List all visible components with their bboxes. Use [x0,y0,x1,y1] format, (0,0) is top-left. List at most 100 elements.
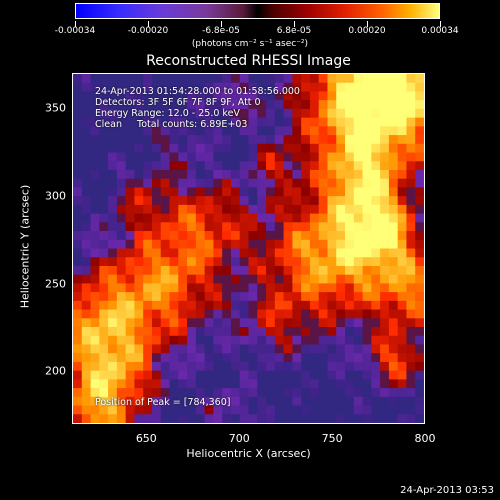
heatmap-cell [397,274,408,284]
heatmap-cell [274,161,285,171]
heatmap-cell [99,257,109,267]
heatmap-cell [108,169,118,180]
heatmap-cell [301,178,311,189]
heatmap-cell [151,318,162,328]
heatmap-cell [257,379,267,389]
heatmap-cell [327,231,337,241]
heatmap-cell [213,388,223,398]
heatmap-cell [116,161,127,171]
heatmap-cell [309,213,320,223]
heatmap-cell [116,213,127,223]
heatmap-cell [213,117,223,127]
heatmap-cell [134,388,144,398]
heatmap-cell [73,187,83,197]
heatmap-cell [345,117,355,127]
heatmap-cell [239,379,250,389]
heatmap-cell [90,135,100,145]
heatmap-cell [371,344,381,354]
heatmap-cell [73,143,83,154]
heatmap-cell [239,309,250,319]
heatmap-cell [327,388,337,398]
heatmap-cell [353,274,364,284]
heatmap-cell [353,292,364,302]
heatmap-cell [143,405,153,415]
heatmap-cell [195,187,206,197]
heatmap-cell [362,283,372,293]
heatmap-cell [90,370,100,380]
heatmap-cell [143,126,153,136]
heatmap-cell [257,187,267,197]
heatmap-cell [169,82,179,93]
heatmap-cell [108,178,118,189]
heatmap-cell [239,292,250,302]
heatmap-cell [99,143,109,154]
heatmap-cell [266,143,276,154]
heatmap-cell [116,292,127,302]
heatmap-cell [116,379,127,389]
heatmap-cell [257,283,267,293]
heatmap-cell [99,318,109,328]
heatmap-cell [73,292,83,302]
heatmap-cell [213,353,223,363]
heatmap-cell [222,196,232,206]
y-tick-label: 300 [45,189,66,203]
y-axis-label: Heliocentric Y (arcsec) [18,184,32,309]
heatmap-cell [257,370,267,380]
heatmap-cell [353,327,364,337]
heatmap-cell [397,361,408,372]
heatmap-cell [134,91,144,101]
heatmap-cell [187,292,197,302]
heatmap-cell [345,222,355,232]
heatmap-cell [230,344,241,354]
heatmap-cell [73,257,83,267]
heatmap-cell [345,135,355,145]
heatmap-cell [353,265,364,276]
heatmap-cell [415,361,424,372]
heatmap-cell [169,335,179,346]
heatmap-cell [406,74,416,84]
heatmap-cell [406,187,416,197]
heatmap-cell [415,204,424,215]
heatmap-cell [134,213,144,223]
heatmap-cell [151,74,162,84]
heatmap-cell [204,161,215,171]
heatmap-cell [239,396,250,407]
heatmap-cell [309,353,320,363]
heatmap-cell [274,100,285,110]
heatmap-cell [73,283,83,293]
heatmap-cell [257,169,267,180]
heatmap-cell [169,135,179,145]
heatmap-cell [222,370,232,380]
heatmap-cell [73,396,83,407]
heatmap-cell [230,204,241,215]
heatmap-cell [345,161,355,171]
heatmap-cell [257,152,267,162]
heatmap-cell [301,135,311,145]
heatmap-cell [283,222,293,232]
heatmap-cell [345,414,355,423]
heatmap-cell [327,178,337,189]
heatmap-cell [336,178,346,189]
heatmap-cell [169,396,179,407]
heatmap-cell [397,309,408,319]
heatmap-cell [362,213,372,223]
heatmap-cell [406,414,416,423]
heatmap-cell [283,405,293,415]
heatmap-cell [90,283,100,293]
heatmap-cell [230,187,241,197]
heatmap-cell [81,126,92,136]
heatmap-cell [345,265,355,276]
colorbar-tick [221,21,222,27]
heatmap-cell [388,239,399,250]
heatmap-cell [178,405,188,415]
heatmap-cell [143,274,153,284]
heatmap-cell [230,265,241,276]
heatmap-cell [108,91,118,101]
heatmap-cell [266,335,276,346]
heatmap-cell [222,231,232,241]
heatmap-cell [301,239,311,250]
heatmap-cell [309,274,320,284]
heatmap-cell [248,143,258,154]
heatmap-cell [195,100,206,110]
heatmap-cell [388,135,399,145]
